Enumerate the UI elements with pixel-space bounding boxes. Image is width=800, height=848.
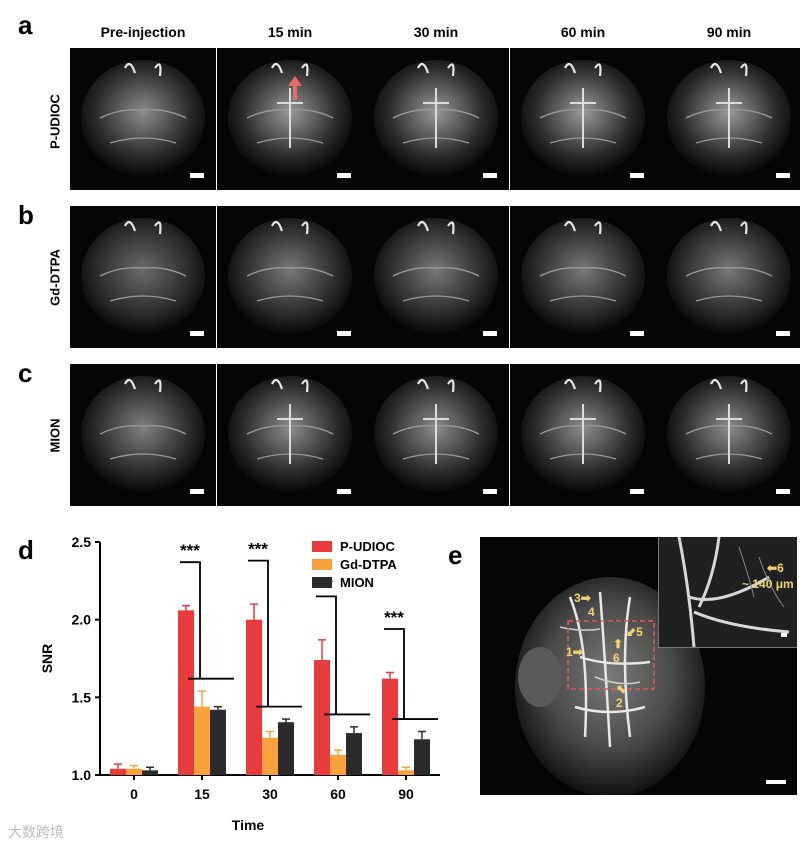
significance-bracket [180, 561, 234, 680]
bar-p-udioc-15 [178, 610, 194, 775]
magnified-inset [658, 537, 797, 648]
mri-image-p-udioc-3 [510, 48, 656, 190]
column-header-60-min: 60 min [560, 24, 606, 40]
row-label-mion: MION [47, 418, 63, 453]
mri-image-gd-dtpa-1 [217, 206, 363, 348]
significance-bracket [384, 628, 438, 720]
y-axis-label: SNR [39, 644, 55, 674]
mri-image-p-udioc-4 [656, 48, 800, 190]
significance-label: *** [180, 541, 200, 560]
mri-image-gd-dtpa-2 [363, 206, 509, 348]
bar-gd-dtpa-0 [126, 768, 142, 775]
mri-image-gd-dtpa-0 [70, 206, 216, 348]
vessel-label-1: 1➡ [566, 645, 583, 659]
bar-mion-90 [414, 739, 430, 775]
x-tick-label: 0 [130, 786, 138, 802]
column-header-90-min: 90 min [706, 24, 752, 40]
y-tick-label: 1.0 [72, 767, 92, 783]
x-tick-label: 60 [330, 786, 346, 802]
row-label-p-udioc: P-UDIOC [47, 94, 63, 149]
snr-bar-chart: 1.01.52.02.5SNR015***30***60**90***TimeP… [39, 534, 440, 833]
x-axis-label: Time [232, 817, 265, 833]
legend-swatch-mion [312, 577, 332, 588]
bar-mion-15 [210, 709, 226, 775]
vessel-label-3: 3➡ [574, 591, 591, 605]
bar-p-udioc-90 [382, 678, 398, 775]
mri-image-mion-4 [656, 364, 800, 506]
inset-size-label: ~ 140 μm [742, 577, 794, 591]
vessel-label-6: ⬆ 6 [613, 637, 624, 665]
vessel-label-1-text: 1 [566, 645, 573, 659]
y-tick-label: 2.0 [72, 612, 92, 628]
legend-label-mion: MION [340, 575, 374, 590]
vessel-label-6-text: 6 [613, 651, 620, 665]
mri-image-mion-2 [363, 364, 509, 506]
vessel-label-5: ⬋5 [626, 625, 643, 639]
significance-bracket [316, 595, 370, 716]
inset-vessel-image [659, 537, 797, 647]
vessel-label-4: 4 [588, 605, 595, 619]
vessel-image [515, 577, 786, 795]
legend-label-gd-dtpa: Gd-DTPA [340, 557, 397, 572]
vessel-label-5-text: 5 [636, 625, 643, 639]
bar-gd-dtpa-60 [330, 754, 346, 775]
mri-image-mion-1 [217, 364, 363, 506]
significance-label: *** [384, 608, 404, 627]
vessel-label-4-text: 4 [588, 605, 595, 619]
panel-letter-a: a [18, 10, 33, 40]
panel-letter-b: b [18, 200, 34, 230]
bar-p-udioc-60 [314, 660, 330, 775]
bar-gd-dtpa-15 [194, 706, 210, 775]
bar-p-udioc-0 [110, 768, 126, 775]
column-header-30-min: 30 min [413, 24, 459, 40]
x-tick-label: 15 [194, 786, 210, 802]
column-header-15-min: 15 min [267, 24, 313, 40]
mri-image-gd-dtpa-4 [656, 206, 800, 348]
y-tick-label: 1.5 [72, 689, 92, 705]
panel-letter-d: d [18, 535, 34, 565]
vessel-image-panel: ⬅6 ~ 140 μm 1➡ ⬉ 2 3➡ 4 ⬋5 ⬆ 6 [480, 537, 797, 795]
bar-gd-dtpa-30 [262, 737, 278, 775]
column-header-pre-injection: Pre-injection [100, 24, 186, 40]
row-label-gd-dtpa: Gd-DTPA [47, 249, 63, 306]
mri-image-p-udioc-0 [70, 48, 216, 190]
vessel-label-2: ⬉ 2 [616, 682, 627, 710]
legend-label-p-udioc: P-UDIOC [340, 539, 396, 554]
bar-mion-60 [346, 733, 362, 775]
significance-label: *** [248, 540, 268, 559]
mri-image-p-udioc-2 [363, 48, 509, 190]
x-tick-label: 30 [262, 786, 278, 802]
bar-mion-0 [142, 770, 158, 775]
mri-image-p-udioc-1 [217, 48, 363, 190]
watermark: 大数跨境 [8, 824, 64, 840]
inset-label-6: 6 [777, 561, 784, 575]
significance-bracket [248, 559, 302, 708]
vessel-label-2-text: 2 [616, 696, 623, 710]
vessel-label-3-text: 3 [574, 591, 581, 605]
bar-p-udioc-30 [246, 619, 262, 775]
inset-arrow-6: ⬅6 [767, 561, 784, 575]
y-tick-label: 2.5 [72, 534, 92, 550]
x-tick-label: 90 [398, 786, 414, 802]
panel-letter-e: e [448, 540, 463, 570]
legend-swatch-p-udioc [312, 541, 332, 552]
panel-letter-c: c [18, 358, 33, 388]
mri-image-mion-3 [510, 364, 656, 506]
bar-mion-30 [278, 722, 294, 775]
legend-swatch-gd-dtpa [312, 559, 332, 570]
mri-image-gd-dtpa-3 [510, 206, 656, 348]
mri-image-mion-0 [70, 364, 216, 506]
bar-gd-dtpa-90 [398, 770, 414, 775]
